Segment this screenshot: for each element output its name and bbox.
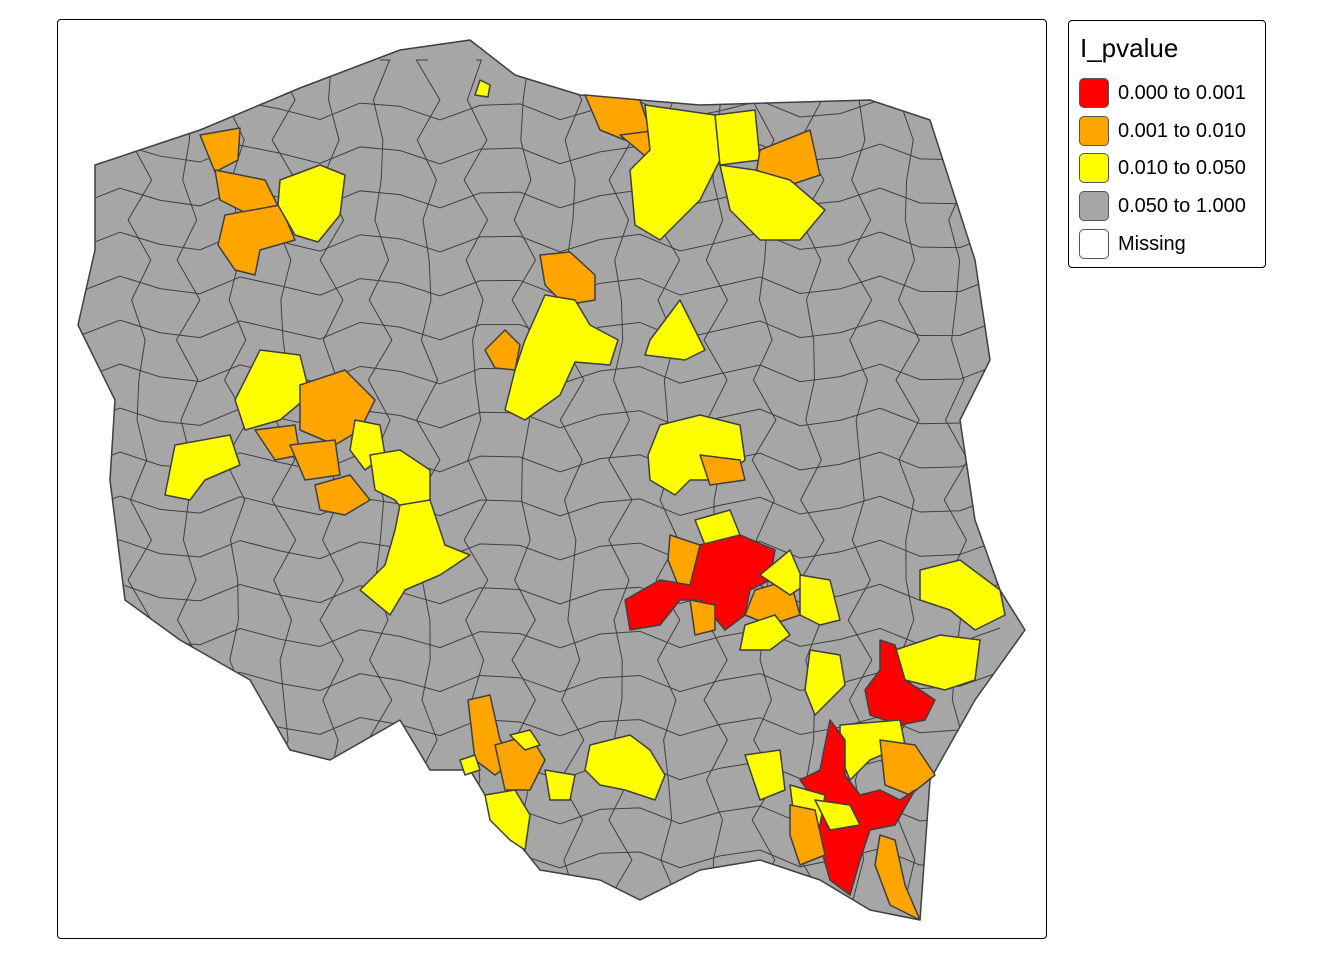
- region-p0-001: [864, 639, 936, 726]
- region-p010-050: [459, 754, 481, 776]
- region-p010-050: [644, 299, 706, 361]
- legend-item: 0.010 to 0.050: [1079, 152, 1246, 184]
- region-p001-010: [789, 804, 826, 866]
- region-p010-050: [584, 734, 666, 801]
- legend-item: 0.000 to 0.001: [1079, 77, 1246, 109]
- region-p010-050: [474, 79, 491, 98]
- region-p010-050: [234, 349, 311, 431]
- region-p010-050: [277, 164, 346, 243]
- region-p001-010: [699, 454, 746, 486]
- region-p010-050: [714, 109, 761, 166]
- legend-label: 0.050 to 1.000: [1118, 194, 1246, 217]
- region-p001-010: [879, 739, 936, 796]
- legend-label: 0.010 to 0.050: [1118, 156, 1246, 179]
- region-p010-050: [164, 434, 241, 501]
- legend-label: 0.000 to 0.001: [1118, 81, 1246, 104]
- legend-item: Missing: [1079, 228, 1186, 260]
- region-p010-050: [814, 799, 861, 831]
- legend-swatch: [1079, 229, 1109, 259]
- region-p010-050: [359, 499, 471, 616]
- region-p001-010: [539, 251, 596, 306]
- region-p010-050: [484, 789, 531, 851]
- region-p001-010: [689, 599, 716, 636]
- legend-label: Missing: [1118, 232, 1186, 255]
- legend-item: 0.050 to 1.000: [1079, 190, 1246, 222]
- region-p001-010: [484, 329, 521, 371]
- legend-title: I_pvalue: [1080, 33, 1179, 63]
- legend-swatch: [1079, 78, 1109, 108]
- region-p001-010: [314, 474, 371, 516]
- legend-swatch: [1079, 116, 1109, 146]
- region-p010-050: [739, 614, 791, 651]
- legend-label: 0.001 to 0.010: [1118, 119, 1246, 142]
- region-p010-050: [744, 749, 786, 801]
- region-p010-050: [804, 649, 846, 716]
- region-p001-010: [289, 439, 341, 481]
- region-p010-050: [919, 559, 1006, 631]
- legend-swatch: [1079, 153, 1109, 183]
- region-p010-050: [509, 729, 541, 751]
- map-frame: [57, 19, 1047, 939]
- legend-item: 0.001 to 0.010: [1079, 115, 1246, 147]
- region-p001-010: [199, 127, 241, 173]
- region-p0-001: [624, 534, 776, 631]
- region-p010-050: [544, 769, 576, 801]
- region-p010-050: [719, 164, 826, 241]
- region-p010-050: [799, 574, 841, 626]
- legend-swatch: [1079, 191, 1109, 221]
- legend: I_pvalue 0.000 to 0.001 0.001 to 0.010 0…: [1068, 20, 1266, 268]
- region-p001-010: [874, 834, 921, 921]
